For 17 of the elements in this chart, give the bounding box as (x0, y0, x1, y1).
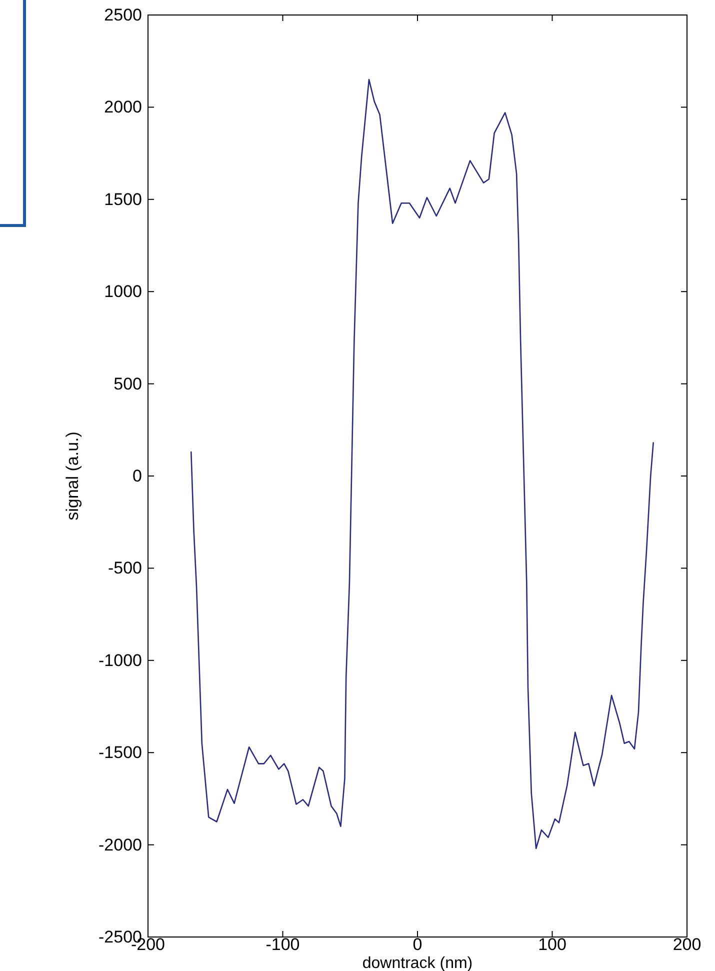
y-tick-label: -2000 (98, 835, 142, 854)
x-axis-title: downtrack (nm) (362, 955, 473, 971)
y-tick-label: 1500 (104, 190, 142, 209)
y-tick-label: 0 (132, 466, 142, 486)
x-tick-label: 100 (538, 935, 566, 954)
line-series (190, 78, 654, 850)
y-tick-label: -1500 (98, 743, 142, 762)
y-tick-label: -500 (108, 558, 142, 578)
y-axis-title: signal (a.u.) (63, 432, 82, 520)
x-tick-label: 200 (672, 935, 702, 954)
y-tick-label: 1000 (104, 282, 142, 302)
y-tick-label: 2000 (104, 98, 142, 117)
x-tick-label: 0 (412, 935, 422, 954)
x-tick-label: -100 (266, 935, 300, 954)
y-tick-label: 2500 (104, 5, 142, 24)
y-tick-label: -1000 (98, 650, 142, 670)
y-tick-label: 500 (114, 374, 142, 394)
